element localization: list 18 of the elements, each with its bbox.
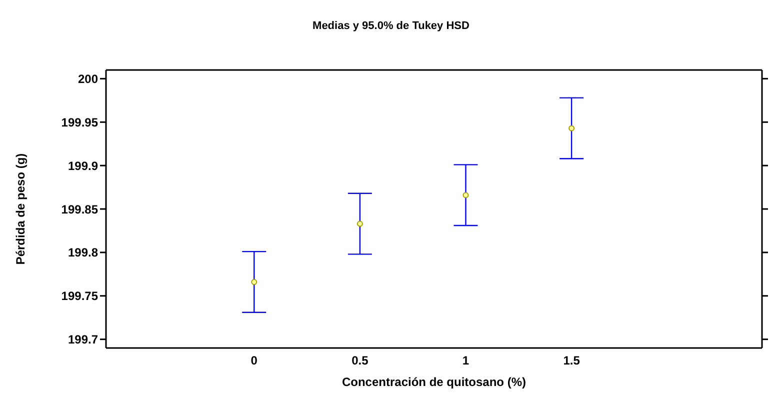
x-tick-label: 1.5 <box>563 354 580 368</box>
y-tick-label: 199.8 <box>68 246 98 260</box>
y-tick-label: 199.7 <box>68 332 98 347</box>
y-tick-label: 199.85 <box>61 202 98 216</box>
x-tick-label: 1 <box>462 354 470 368</box>
point <box>251 278 258 285</box>
y-axis-title: Pérdida de peso (g) <box>13 153 28 265</box>
x-tick-label: 0 <box>250 354 258 368</box>
point <box>462 192 469 198</box>
x-tick-label: 0.5 <box>352 354 369 368</box>
y-tick-label: 199.9 <box>68 158 98 173</box>
y-tick-label: 199.95 <box>61 115 98 130</box>
y-tick-label: 199.75 <box>61 289 98 304</box>
point <box>568 125 575 132</box>
x-axis-title: Concentración de quitosano (%) <box>342 375 526 389</box>
point <box>356 220 363 227</box>
y-tick-label: 200 <box>78 72 98 86</box>
chart-title: Medias y 95.0% de Tukey HSD <box>312 20 470 32</box>
